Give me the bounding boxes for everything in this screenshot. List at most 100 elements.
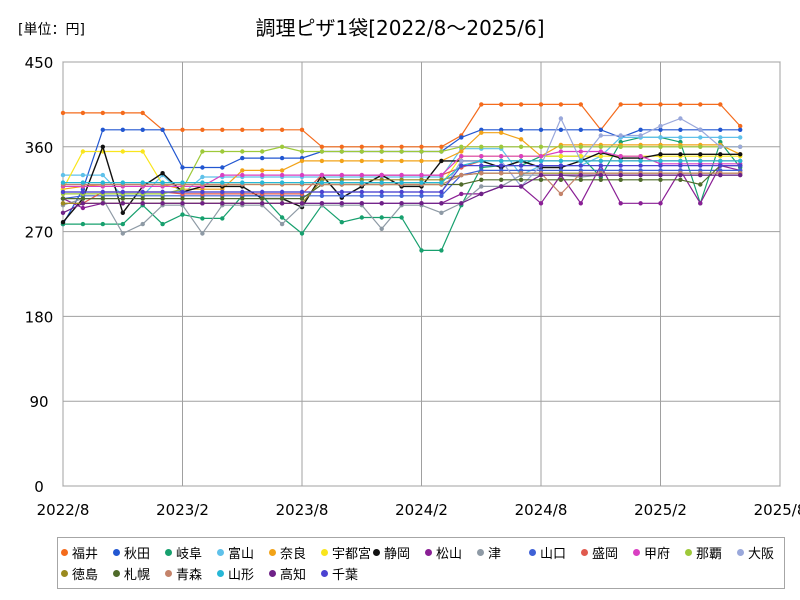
legend-item: 松山 (425, 543, 462, 562)
data-point (80, 189, 86, 195)
data-point (180, 180, 185, 185)
legend-marker (477, 549, 484, 556)
data-point (80, 180, 86, 185)
y-tick-label: 180 (25, 308, 54, 326)
data-point (180, 196, 185, 201)
data-point (419, 149, 424, 154)
data-point (459, 149, 464, 154)
data-point (638, 133, 643, 138)
data-point (439, 201, 444, 206)
data-point (538, 201, 544, 206)
data-point (698, 172, 703, 178)
data-point (359, 172, 364, 178)
data-point (698, 158, 703, 164)
data-point (638, 127, 643, 132)
data-point (339, 220, 344, 225)
legend-marker (165, 570, 172, 577)
legend-marker (165, 549, 172, 556)
data-point (160, 221, 165, 227)
data-point (658, 152, 663, 157)
data-point (220, 201, 225, 206)
legend-item: 岐阜 (165, 543, 202, 562)
data-point (279, 215, 285, 220)
data-point (698, 135, 703, 140)
data-point (419, 144, 424, 149)
data-point (60, 196, 66, 201)
data-point (439, 172, 444, 178)
data-point (339, 144, 344, 149)
data-point (658, 123, 663, 129)
legend-item: 山形 (217, 564, 254, 583)
legend-item: 宇都宮 (321, 543, 371, 562)
data-point (718, 163, 723, 168)
data-point (658, 163, 663, 168)
data-point (120, 196, 126, 201)
data-point (359, 149, 364, 154)
data-point (279, 127, 285, 132)
data-point (558, 177, 564, 182)
data-point (379, 215, 384, 220)
data-point (518, 171, 524, 176)
data-point (60, 189, 66, 195)
x-tick-label: 2025/2 (634, 501, 687, 519)
data-point (220, 149, 225, 154)
legend-item: 徳島 (61, 564, 98, 583)
data-point (100, 127, 106, 132)
data-point (578, 102, 583, 107)
legend-marker (633, 549, 640, 556)
data-point (499, 171, 504, 176)
data-point (558, 127, 564, 132)
data-point (200, 165, 205, 170)
legend-marker (113, 570, 120, 577)
data-point (299, 201, 305, 206)
data-point (200, 216, 205, 221)
data-point (200, 180, 205, 185)
data-point (658, 201, 663, 206)
legend-label: 岐阜 (176, 547, 203, 562)
data-point (160, 127, 165, 132)
data-point (220, 127, 225, 132)
data-point (140, 110, 145, 116)
data-point (698, 144, 703, 149)
data-point (60, 172, 66, 178)
data-point (718, 144, 723, 149)
data-point (240, 127, 245, 132)
data-point (618, 201, 623, 206)
data-point (180, 165, 185, 170)
data-point (379, 158, 384, 164)
data-point (120, 127, 126, 132)
data-point (180, 189, 185, 195)
data-point (100, 189, 106, 195)
legend-item: 山口 (529, 543, 566, 562)
legend-label: 盛岡 (592, 547, 619, 562)
data-point (618, 144, 623, 149)
data-point (200, 196, 205, 201)
legend-item: 盛岡 (581, 543, 618, 562)
legend-item: 奈良 (269, 543, 306, 562)
data-point (240, 155, 245, 161)
data-point (518, 163, 524, 168)
data-point (698, 182, 703, 187)
legend-marker (269, 549, 276, 556)
data-point (299, 180, 305, 185)
data-point (479, 158, 484, 164)
data-point (658, 127, 663, 132)
data-point (279, 144, 285, 149)
data-point (499, 130, 504, 135)
data-point (200, 174, 205, 180)
data-point (120, 231, 126, 236)
data-point (319, 149, 325, 154)
legend-marker (321, 549, 328, 556)
data-point (299, 127, 305, 132)
data-point (200, 231, 205, 236)
data-point (260, 196, 265, 201)
data-point (678, 127, 683, 132)
data-point (738, 123, 743, 129)
data-point (558, 191, 564, 197)
data-point (439, 193, 444, 198)
data-point (459, 135, 464, 140)
data-point (260, 189, 265, 195)
data-point (499, 102, 504, 107)
data-point (260, 155, 265, 161)
data-point (339, 201, 344, 206)
